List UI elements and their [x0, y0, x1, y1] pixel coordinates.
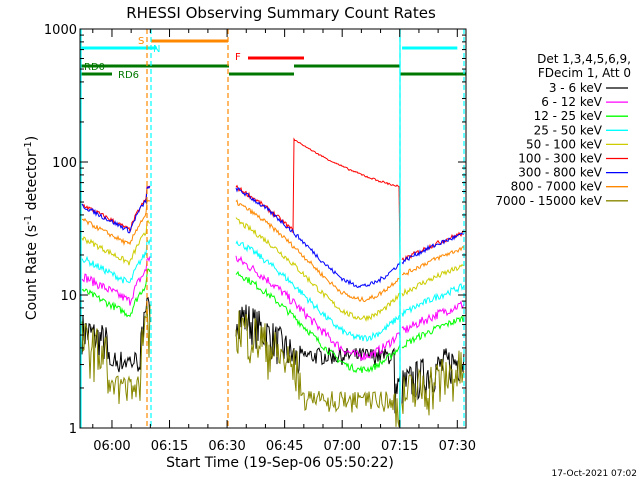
series-line: [235, 240, 401, 342]
series-line: [235, 137, 401, 260]
series-line: [401, 315, 465, 349]
series-line: [81, 199, 151, 246]
series-lines: [81, 137, 465, 427]
legend-entry-label: 300 - 800 keV: [518, 166, 602, 180]
x-tick-label: 07:00: [323, 439, 360, 454]
series-line: [235, 270, 401, 374]
flag-label: N: [153, 44, 160, 55]
x-tick-label: 07:30: [439, 439, 476, 454]
legend-entry-label: 25 - 50 keV: [534, 123, 603, 137]
series-line: [235, 187, 401, 289]
flag-label: S: [138, 36, 144, 47]
series-line: [401, 300, 465, 334]
x-tick-label: 06:30: [208, 439, 245, 454]
x-axis-ticks: 06:00 06:15 06:30 06:45 07:00 07:15 07:30: [92, 29, 476, 454]
series-line: [235, 255, 401, 362]
flag-label: RD6: [118, 70, 139, 81]
y-tick-label: 100: [52, 156, 77, 171]
y-tick-label: 10: [60, 289, 77, 304]
series-line: [81, 268, 151, 318]
flag-bars: SN F RD0 RD6: [80, 36, 466, 81]
chart-title: RHESSI Observing Summary Count Rates: [126, 4, 436, 22]
legend-entry-label: 50 - 100 keV: [526, 137, 603, 151]
legend-entry-label: 100 - 300 keV: [518, 152, 602, 166]
series-line: [235, 217, 401, 322]
legend-entry-label: 12 - 25 keV: [534, 109, 603, 123]
x-tick-label: 06:00: [93, 439, 130, 454]
legend-header: Det 1,3,4,5,6,9,: [537, 52, 631, 66]
event-lines: [80, 29, 465, 428]
y-label-part: Count Rate (s: [24, 225, 40, 320]
x-tick-label: 06:45: [266, 439, 303, 454]
x-tick-label: 06:15: [151, 439, 188, 454]
legend: Det 1,3,4,5,6,9,FDecim 1, Att 03 - 6 keV…: [495, 52, 631, 208]
series-line: [235, 310, 401, 427]
timestamp: 17-Oct-2021 07:02: [552, 469, 637, 479]
legend-entry-label: 800 - 7000 keV: [511, 180, 603, 194]
series-line: [401, 245, 465, 276]
series-line: [81, 185, 151, 234]
series-line: [81, 303, 151, 405]
series-line: [401, 263, 465, 297]
series-line: [81, 219, 151, 266]
series-line: [81, 256, 151, 306]
series-line: [235, 199, 401, 303]
legend-entry-label: 6 - 12 keV: [541, 95, 603, 109]
y-axis-label: Count Rate (s-1 detector-1): [23, 136, 40, 320]
y-tick-label: 1: [69, 422, 77, 437]
series-line: [401, 350, 465, 416]
y-label-part: detector: [24, 151, 40, 215]
flag-label: F: [235, 52, 241, 63]
legend-entry-label: 7000 - 15000 keV: [495, 194, 602, 208]
x-tick-label: 07:15: [381, 439, 418, 454]
y-axis-ticks: 1 10 100 1000: [44, 23, 466, 437]
series-line: [81, 239, 151, 284]
plot-frame: [79, 28, 467, 429]
legend-header: FDecim 1, Att 0: [538, 66, 631, 80]
series-line: [401, 283, 465, 317]
x-axis-label: Start Time (19-Sep-06 05:50:22): [166, 455, 394, 471]
series-line: [81, 296, 151, 373]
y-label-part: ): [24, 136, 40, 141]
y-label-superscript: -1: [23, 215, 34, 225]
y-label-superscript: -1: [23, 141, 34, 151]
flag-label: RD0: [84, 62, 105, 73]
y-tick-label: 1000: [44, 23, 77, 38]
legend-entry-label: 3 - 6 keV: [549, 81, 603, 95]
series-line: [401, 232, 465, 265]
